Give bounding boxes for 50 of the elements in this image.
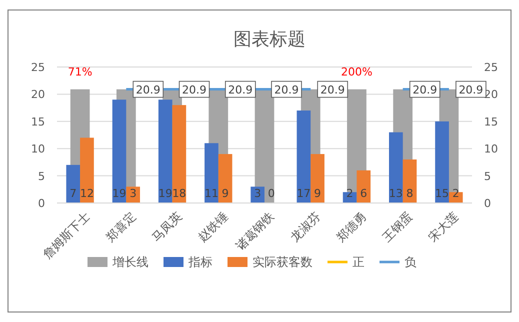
chart-title: 图表标题 (234, 29, 306, 50)
x-tick-label: 宋大莲 (426, 209, 462, 245)
y-tick-label: 10 (31, 142, 45, 156)
annotation: 71% (68, 65, 92, 78)
legend-label: 实际获客数 (252, 255, 312, 269)
x-tick-label: 王钢蛋 (380, 209, 416, 245)
data-label: 7 (70, 187, 77, 200)
data-label: 9 (314, 187, 322, 200)
y2-tick-label: 25 (484, 61, 498, 74)
x-tick-label: 郑德勇 (334, 209, 370, 245)
legend-label: 增长线 (112, 255, 148, 269)
data-label: 17 (296, 187, 311, 200)
data-label: 19 (112, 187, 126, 200)
x-tick-label: 詹姆斯下士 (40, 209, 92, 262)
data-label: 12 (80, 187, 94, 200)
data-label: 9 (222, 187, 229, 200)
y2-tick-label: 10 (484, 142, 498, 156)
data-label: 3 (254, 187, 262, 200)
legend-label: 负 (404, 255, 416, 269)
data-label: 20.9 (136, 83, 160, 96)
y-tick-label: 15 (31, 115, 45, 128)
x-tick-label: 诸葛钢铁 (233, 209, 277, 254)
y2-tick-label: 15 (484, 115, 498, 128)
y-tick-label: 5 (38, 170, 45, 183)
y-tick-label: 20 (31, 88, 45, 102)
annotation: 200% (340, 65, 372, 78)
legend-label: 指标 (188, 255, 212, 269)
x-tick-label: 龙淑芬 (288, 209, 323, 245)
data-label: 11 (204, 187, 218, 200)
x-tick-label: 赵铁锤 (195, 209, 231, 245)
data-label: 20.9 (228, 83, 253, 96)
x-tick-label: 马凤英 (149, 209, 185, 245)
data-label: 6 (360, 187, 368, 200)
y-tick-label: 0 (38, 197, 45, 210)
data-label: 13 (388, 187, 403, 200)
data-label: 20.9 (458, 83, 484, 96)
y-tick-label: 25 (31, 61, 45, 74)
data-label: 20.9 (274, 83, 299, 96)
data-label: 3 (130, 187, 137, 200)
x-tick-label: 郑喜定 (103, 209, 139, 245)
bar (356, 170, 371, 203)
data-label: 20.9 (412, 83, 438, 96)
data-label: 20.9 (182, 83, 207, 96)
data-label: 8 (406, 187, 414, 200)
y2-tick-label: 0 (484, 197, 491, 210)
data-label: 0 (268, 187, 275, 200)
y2-tick-label: 5 (484, 170, 491, 183)
data-label: 20.9 (320, 83, 345, 96)
legend-label: 正 (352, 255, 364, 269)
data-label: 15 (435, 187, 450, 200)
